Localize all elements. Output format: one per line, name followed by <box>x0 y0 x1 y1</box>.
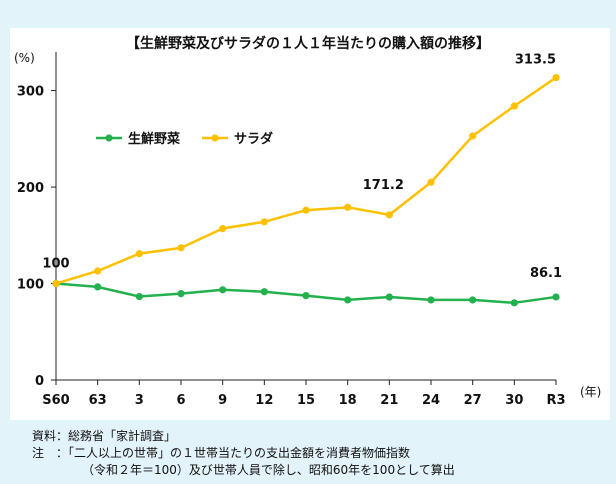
x-tick-label: 30 <box>505 393 523 408</box>
x-tick-label: 12 <box>255 393 273 408</box>
series-1-point <box>135 250 143 258</box>
data-label: 100 <box>42 257 69 272</box>
x-tick-label: 24 <box>422 393 440 408</box>
legend: 生鮮野菜 サラダ <box>96 131 273 147</box>
x-tick-label: 27 <box>464 393 482 408</box>
y-tick-label: 0 <box>35 374 44 389</box>
series-1-point <box>219 224 227 233</box>
source-note: 資料：総務省「家計調査」 <box>32 429 177 443</box>
y-tick-label: 100 <box>17 278 44 293</box>
note-line-1: 注 ：「二人以上の世帯」の１世帯当たりの支出金額を消費者物価指数 <box>32 446 411 460</box>
x-tick-label: 9 <box>218 393 227 408</box>
data-label: 171.2 <box>363 178 404 193</box>
series-1-point <box>510 102 518 110</box>
series-1-point <box>302 206 310 214</box>
series-line-1 <box>55 76 557 285</box>
data-label: 86.1 <box>530 266 562 281</box>
series-1-point <box>385 211 393 219</box>
x-tick-label: R3 <box>546 393 565 408</box>
series-0-point <box>135 292 143 301</box>
series-1-point <box>427 178 435 186</box>
x-tick-label: 18 <box>339 393 357 408</box>
legend-label: 生鮮野菜 <box>128 131 180 147</box>
series-1-point <box>177 244 185 252</box>
series-0-point <box>510 299 518 307</box>
series-0-point <box>177 290 185 298</box>
series-1-point <box>469 132 477 140</box>
x-tick-label: S60 <box>42 393 69 408</box>
x-tick-label: 6 <box>176 393 185 408</box>
x-tick-label: 3 <box>135 393 144 408</box>
series-0-point <box>260 288 268 296</box>
series-0-point <box>94 283 102 291</box>
series-0-point <box>552 293 560 301</box>
x-tick-label: 21 <box>380 393 398 408</box>
plot-area-background <box>10 28 610 420</box>
series-1-point <box>52 279 60 288</box>
y-axis-unit-label: (%) <box>14 51 35 65</box>
y-tick-label: 300 <box>17 85 44 100</box>
data-label: 313.5 <box>515 53 556 68</box>
note-line-2: （令和２年＝100）及び世帯人員で除し、昭和60年を100として算出 <box>82 463 455 477</box>
series-0-point <box>427 296 435 304</box>
y-tick-label: 200 <box>17 181 44 196</box>
series-0-point <box>385 293 393 301</box>
x-tick-label: 15 <box>297 393 315 408</box>
series-1-point <box>552 73 560 82</box>
legend-swatch-marker <box>105 134 113 142</box>
notes-block: 資料：総務省「家計調査」 注 ：「二人以上の世帯」の１世帯当たりの支出金額を消費… <box>32 428 602 479</box>
x-tick-label: 63 <box>89 393 107 408</box>
series-1-point <box>260 218 268 226</box>
series-0-point <box>344 296 352 304</box>
x-axis-unit-label: (年) <box>580 385 601 399</box>
series-1-point <box>344 203 352 211</box>
series-0-point <box>302 291 310 300</box>
series-0-point <box>219 286 227 294</box>
legend-swatch-marker <box>211 134 219 142</box>
series-1-point <box>94 267 102 275</box>
legend-label: サラダ <box>234 131 273 147</box>
chart-title: 【生鮮野菜及びサラダの１人１年当たりの購入額の推移】 <box>126 35 490 52</box>
series-0-point <box>469 296 477 304</box>
